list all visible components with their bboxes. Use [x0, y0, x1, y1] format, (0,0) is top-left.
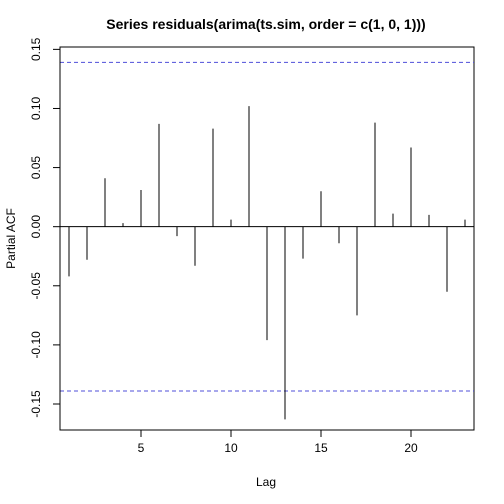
- y-tick-label: -0.10: [29, 331, 43, 359]
- x-axis: 5 10 15 20: [138, 429, 418, 455]
- x-tick-label: 20: [404, 441, 418, 455]
- y-tick-label: 0.15: [29, 37, 43, 61]
- y-tick-label: -0.15: [29, 390, 43, 418]
- x-tick-label: 10: [224, 441, 238, 455]
- x-tick-label: 5: [138, 441, 145, 455]
- y-tick-label: 0.00: [29, 215, 43, 239]
- y-tick-label: -0.05: [29, 272, 43, 300]
- chart-title: Series residuals(arima(ts.sim, order = c…: [106, 16, 425, 32]
- y-axis: -0.15 -0.10 -0.05 0.00 0.05 0.10 0.15: [29, 37, 61, 418]
- x-tick-label: 15: [314, 441, 328, 455]
- y-axis-label: Partial ACF: [4, 208, 18, 269]
- y-tick-label: 0.05: [29, 156, 43, 180]
- y-tick-label: 0.10: [29, 96, 43, 120]
- pacf-bars: [68, 106, 466, 420]
- x-axis-label: Lag: [256, 475, 276, 489]
